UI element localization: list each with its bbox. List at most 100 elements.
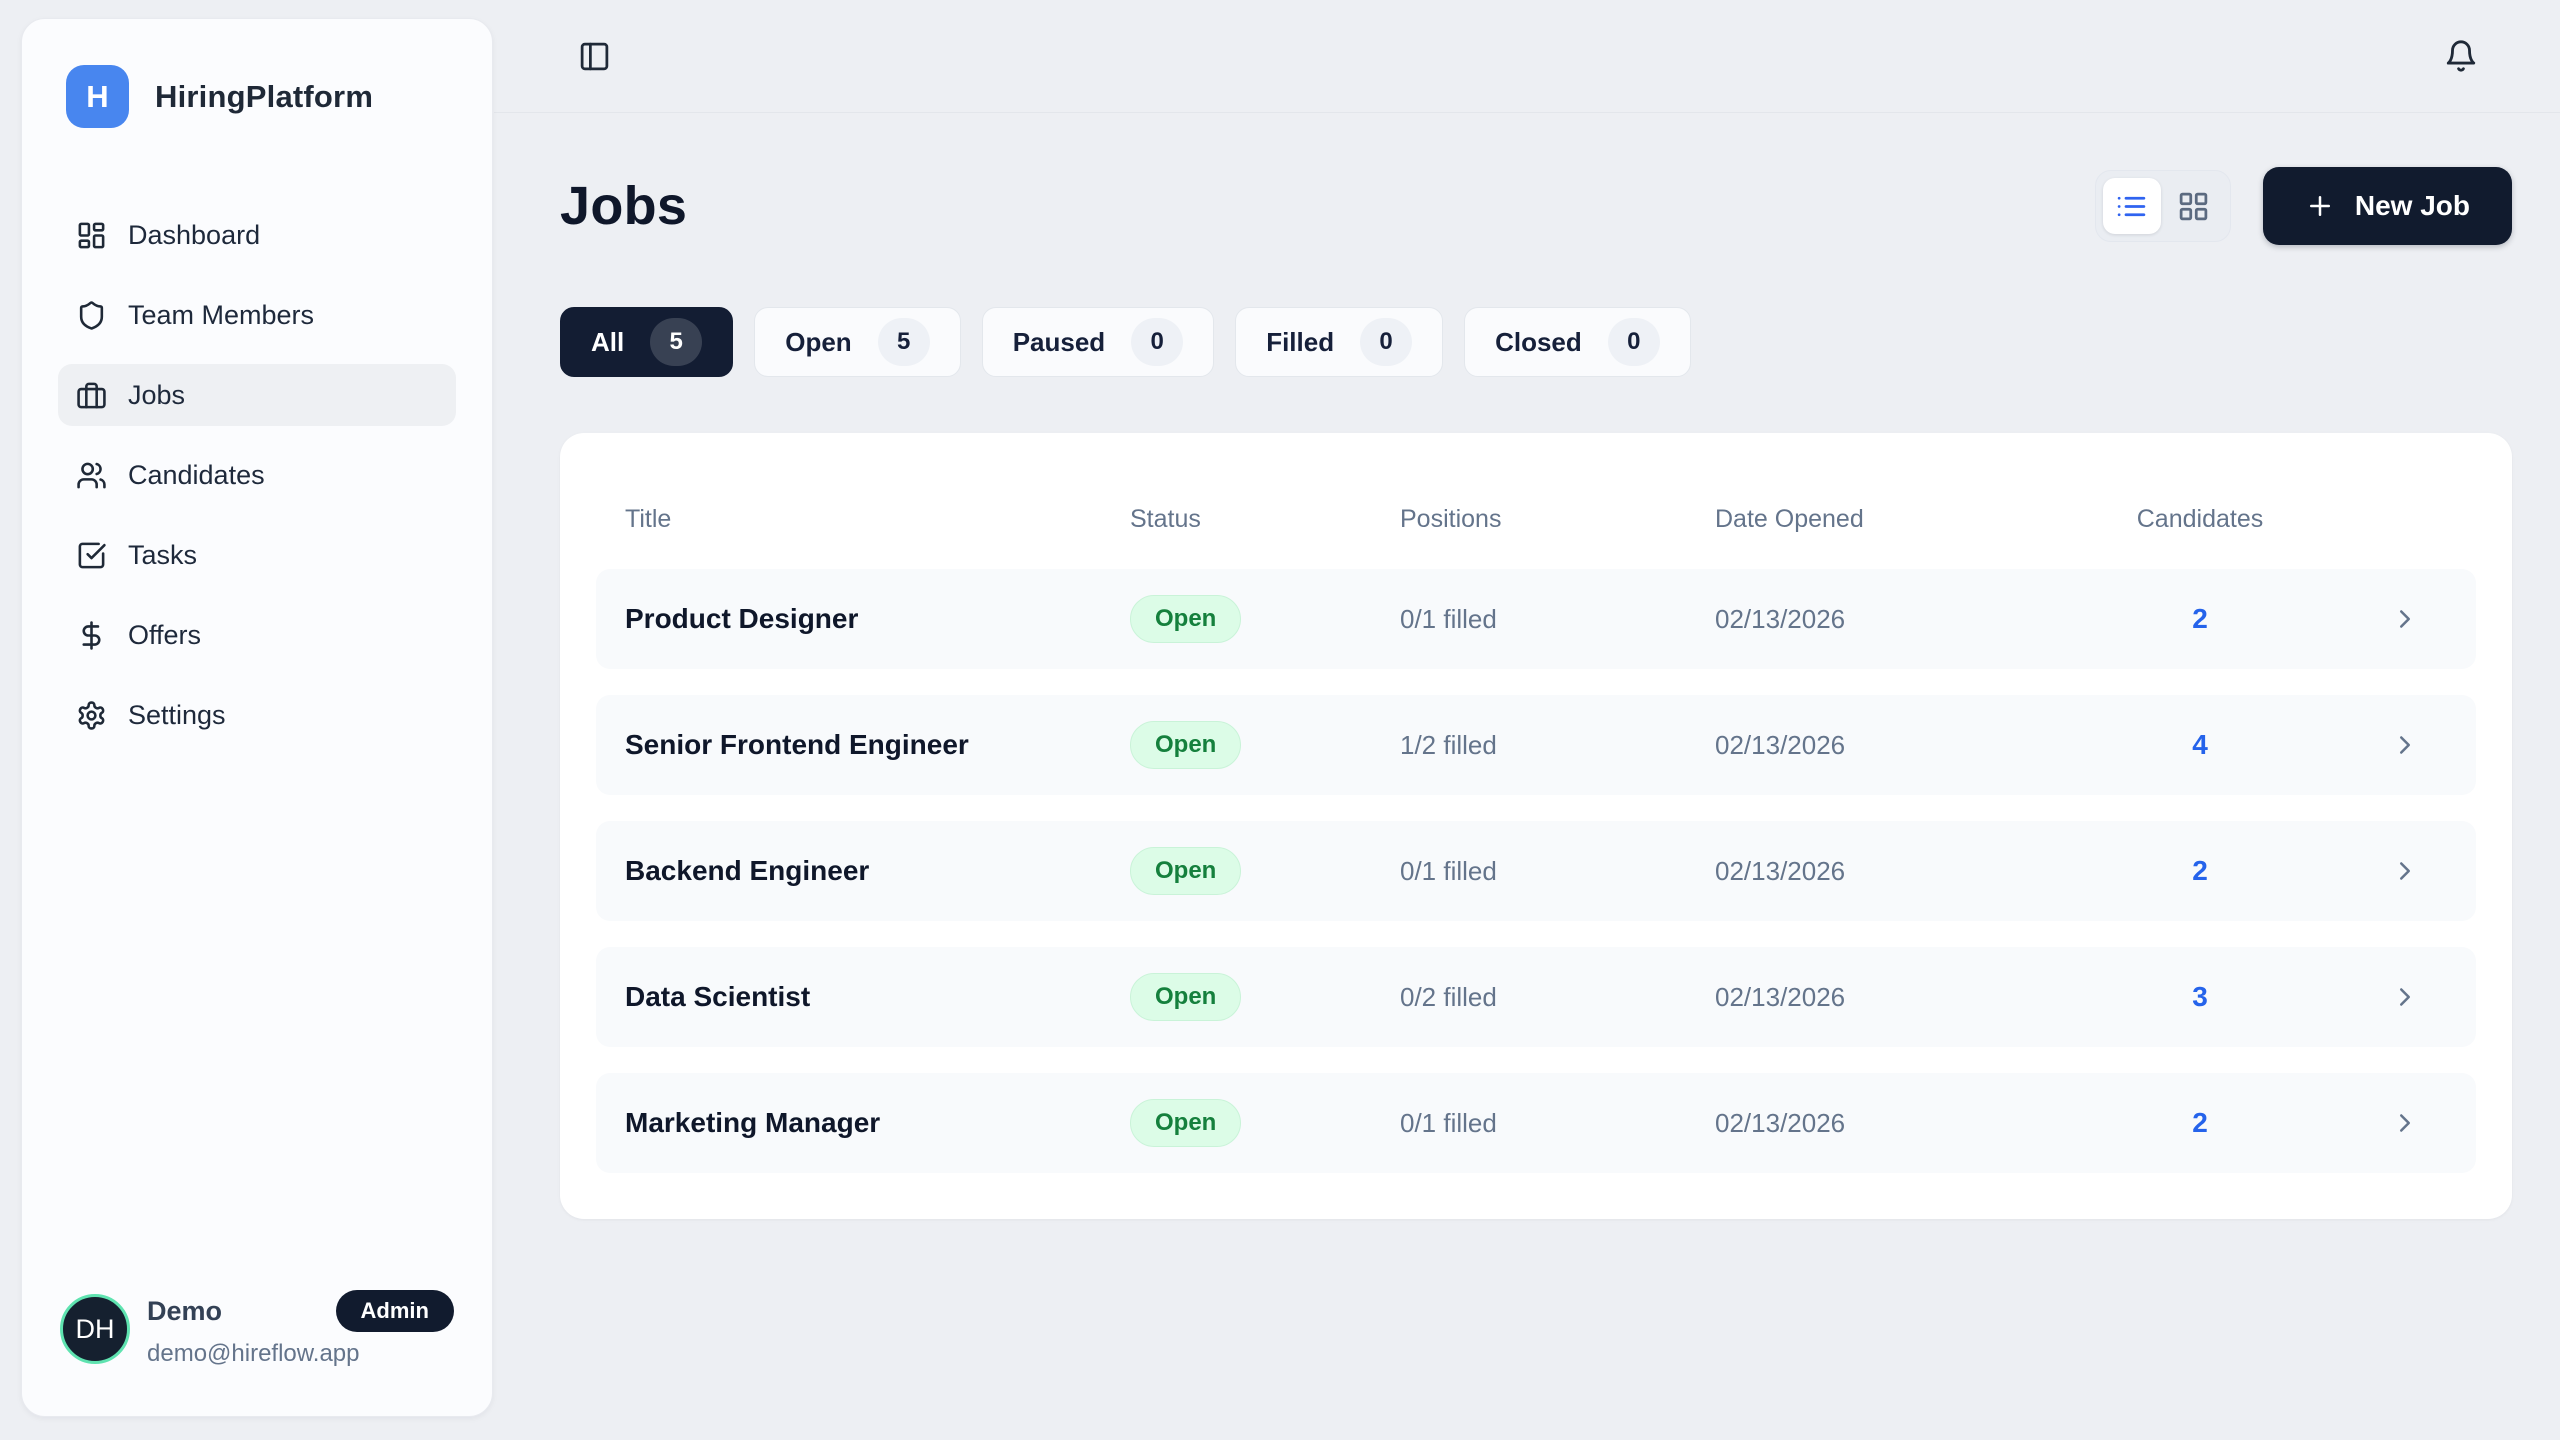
grid-icon: [2177, 190, 2210, 223]
sidebar-nav: Dashboard Team Members Jobs Candidates T…: [58, 204, 456, 746]
sidebar-item-team-members[interactable]: Team Members: [58, 284, 456, 346]
filter-tab-closed[interactable]: Closed 0: [1464, 307, 1691, 377]
chevron-right-icon[interactable]: [2285, 1108, 2436, 1138]
user-info: Demo Admin demo@hireflow.app: [147, 1290, 454, 1368]
user-card[interactable]: DH Demo Admin demo@hireflow.app: [58, 1290, 456, 1386]
content: Jobs: [494, 113, 2560, 1219]
sidebar-item-label: Candidates: [128, 459, 265, 490]
filter-tab-open[interactable]: Open 5: [754, 307, 961, 377]
gear-icon: [76, 700, 107, 731]
table-row[interactable]: Data Scientist Open 0/2 filled 02/13/202…: [596, 947, 2476, 1047]
header-actions: New Job: [2094, 167, 2512, 245]
status-filters: All 5 Open 5 Paused 0 Filled 0 Closed 0: [560, 307, 2512, 377]
candidates-count[interactable]: 2: [2192, 855, 2208, 886]
filter-count-badge: 0: [1360, 318, 1413, 366]
sidebar-item-jobs[interactable]: Jobs: [58, 364, 456, 426]
filter-label: Closed: [1495, 326, 1582, 357]
date-opened-cell: 02/13/2026: [1715, 729, 1846, 760]
column-header-title: Title: [625, 504, 672, 533]
sidebar-item-label: Offers: [128, 619, 202, 650]
filter-tab-all[interactable]: All 5: [560, 307, 734, 377]
positions-cell: 0/1 filled: [1400, 855, 1497, 886]
dollar-icon: [76, 620, 107, 651]
status-badge: Open: [1130, 1099, 1242, 1147]
chevron-right-icon[interactable]: [2285, 730, 2436, 760]
sidebar-item-candidates[interactable]: Candidates: [58, 444, 456, 506]
chevron-right-icon[interactable]: [2285, 982, 2436, 1012]
filter-tab-paused[interactable]: Paused 0: [981, 307, 1215, 377]
job-title: Data Scientist: [625, 981, 811, 1012]
filter-count-badge: 5: [650, 318, 703, 366]
sidebar-spacer: [58, 746, 456, 1290]
page-title: Jobs: [560, 176, 688, 236]
positions-cell: 1/2 filled: [1400, 729, 1497, 760]
column-header-status: Status: [1130, 504, 1201, 533]
date-opened-cell: 02/13/2026: [1715, 1107, 1846, 1138]
positions-cell: 0/1 filled: [1400, 603, 1497, 634]
bell-icon: [2444, 39, 2478, 73]
table-row[interactable]: Backend Engineer Open 0/1 filled 02/13/2…: [596, 821, 2476, 921]
sidebar-item-label: Dashboard: [128, 219, 261, 250]
check-square-icon: [76, 540, 107, 571]
candidates-count[interactable]: 2: [2192, 1107, 2208, 1138]
job-title: Product Designer: [625, 603, 859, 634]
sidebar-item-label: Jobs: [128, 379, 186, 410]
job-title: Senior Frontend Engineer: [625, 729, 969, 760]
chevron-right-icon[interactable]: [2285, 856, 2436, 886]
sidebar-item-settings[interactable]: Settings: [58, 684, 456, 746]
column-header-date-opened: Date Opened: [1715, 504, 1864, 533]
date-opened-cell: 02/13/2026: [1715, 603, 1846, 634]
new-job-label: New Job: [2354, 190, 2470, 221]
brand: H HiringPlatform: [58, 65, 456, 128]
filter-label: All: [591, 326, 625, 357]
brand-name: HiringPlatform: [155, 78, 374, 114]
filter-label: Filled: [1266, 326, 1335, 357]
sidebar-item-tasks[interactable]: Tasks: [58, 524, 456, 586]
table-row[interactable]: Product Designer Open 0/1 filled 02/13/2…: [596, 569, 2476, 669]
status-badge: Open: [1130, 595, 1242, 643]
column-header-positions: Positions: [1400, 504, 1502, 533]
filter-label: Paused: [1012, 326, 1106, 357]
view-toggle: [2094, 170, 2231, 242]
dashboard-icon: [76, 220, 107, 251]
panel-left-icon: [578, 40, 611, 73]
positions-cell: 0/1 filled: [1400, 1107, 1497, 1138]
sidebar-item-offers[interactable]: Offers: [58, 604, 456, 666]
job-title: Backend Engineer: [625, 855, 870, 886]
status-badge: Open: [1130, 973, 1242, 1021]
sidebar-item-dashboard[interactable]: Dashboard: [58, 204, 456, 266]
candidates-count[interactable]: 3: [2192, 981, 2208, 1012]
plus-icon: [2305, 191, 2335, 221]
new-job-button[interactable]: New Job: [2262, 167, 2512, 245]
filter-count-badge: 0: [1131, 318, 1184, 366]
filter-count-badge: 5: [877, 318, 930, 366]
sidebar-toggle-button[interactable]: [574, 36, 615, 77]
status-badge: Open: [1130, 847, 1242, 895]
status-badge: Open: [1130, 721, 1242, 769]
main-area: Jobs: [494, 0, 2560, 1440]
date-opened-cell: 02/13/2026: [1715, 855, 1846, 886]
sidebar-item-label: Tasks: [128, 539, 198, 570]
sidebar: H HiringPlatform Dashboard Team Members …: [21, 18, 493, 1417]
table-row[interactable]: Senior Frontend Engineer Open 1/2 filled…: [596, 695, 2476, 795]
chevron-right-icon[interactable]: [2285, 604, 2436, 634]
date-opened-cell: 02/13/2026: [1715, 981, 1846, 1012]
sidebar-item-label: Team Members: [128, 299, 315, 330]
role-badge: Admin: [335, 1290, 454, 1332]
candidates-count[interactable]: 4: [2192, 729, 2208, 760]
list-icon: [2115, 190, 2148, 223]
avatar: DH: [60, 1294, 130, 1364]
filter-label: Open: [785, 326, 852, 357]
user-email: demo@hireflow.app: [147, 1340, 360, 1367]
filter-tab-filled[interactable]: Filled 0: [1235, 307, 1444, 377]
sidebar-item-label: Settings: [128, 699, 226, 730]
filter-count-badge: 0: [1607, 318, 1660, 366]
table-row[interactable]: Marketing Manager Open 0/1 filled 02/13/…: [596, 1073, 2476, 1173]
candidates-count[interactable]: 2: [2192, 603, 2208, 634]
grid-view-button[interactable]: [2165, 178, 2223, 234]
table-header-row: Title Status Positions Date Opened Candi…: [596, 469, 2476, 569]
notifications-button[interactable]: [2440, 35, 2482, 77]
shield-icon: [76, 300, 107, 331]
positions-cell: 0/2 filled: [1400, 981, 1497, 1012]
list-view-button[interactable]: [2102, 178, 2161, 234]
